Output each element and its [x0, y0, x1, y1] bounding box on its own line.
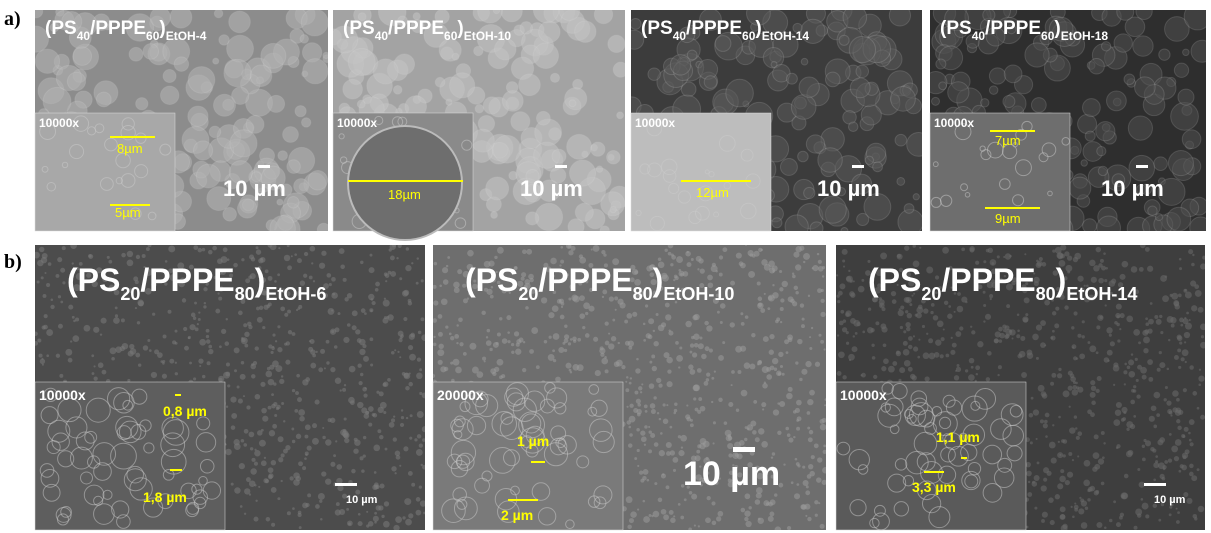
subscript: 40	[972, 29, 986, 43]
title-part: /PPPE	[941, 262, 1035, 298]
micrograph-panel: 20000x 1 µm 2 µm 10 µm (PS20/PPPE80)EtOH-10	[431, 243, 829, 533]
subscript: 80	[235, 284, 255, 304]
scale-bar	[555, 165, 567, 168]
subscript: 20	[921, 284, 941, 304]
scale-bar	[335, 483, 357, 486]
title-part: (PS	[940, 18, 972, 39]
title-part: (PS	[465, 262, 518, 298]
figure: a)10000x8µm5µm10 µm(PS40/PPPE60)EtOH-410…	[0, 0, 1211, 533]
title-part: (PS	[45, 18, 77, 39]
magnification: 10000x	[39, 387, 86, 403]
measurement-label: 1,8 µm	[143, 489, 187, 505]
subscript: 40	[673, 29, 687, 43]
scale-bar	[852, 165, 864, 168]
title-part: /PPPE	[388, 18, 444, 39]
title-part: /PPPE	[985, 18, 1041, 39]
subscript: 20	[518, 284, 538, 304]
inset	[836, 382, 1026, 530]
measurement-label: 1,1 µm	[936, 429, 980, 445]
micrograph-panel: 10000x8µm5µm10 µm(PS40/PPPE60)EtOH-4	[22, 5, 330, 242]
panel-label: b)	[4, 251, 22, 273]
subscript: 40	[375, 29, 389, 43]
scale-bar-label: 10 µm	[346, 494, 378, 506]
title-part: (PS	[67, 262, 120, 298]
measurement-label: 2 µm	[501, 507, 533, 523]
subscript: 60	[146, 29, 160, 43]
title-part: )	[255, 262, 266, 298]
subscript: EtOH-14	[1066, 284, 1137, 304]
magnification: 20000x	[437, 387, 484, 403]
panel-label: a)	[4, 8, 21, 30]
subscript: 80	[633, 284, 653, 304]
measurement-label: 7µm	[995, 133, 1021, 148]
scale-bar	[258, 165, 270, 168]
measurement-label: 3,3 µm	[912, 479, 956, 495]
measurement-label: 18µm	[388, 187, 421, 202]
measurement-label: 8µm	[117, 141, 143, 156]
micrograph-panel: 10000x 1,1 µm 3,3 µm 10 µm (PS20/PPPE80)EtOH…	[834, 243, 1207, 532]
subscript: 60	[742, 29, 756, 43]
scale-bar-label: 10 µm	[223, 176, 286, 201]
subscript: EtOH-4	[166, 29, 207, 43]
measurement-label: 0,8 µm	[163, 403, 207, 419]
title-part: /PPPE	[538, 262, 632, 298]
title-part: (PS	[868, 262, 921, 298]
subscript: 60	[1041, 29, 1055, 43]
measurement-label: 12µm	[696, 185, 729, 200]
micrograph-panel: 10000x7µm9µm10 µm(PS40/PPPE60)EtOH-18	[923, 0, 1211, 243]
subscript: 20	[120, 284, 140, 304]
title-part: /PPPE	[90, 18, 146, 39]
scale-bar-label: 10 µm	[817, 176, 880, 201]
scale-bar-label: 10 µm	[520, 176, 583, 201]
subscript: 80	[1036, 284, 1056, 304]
micrograph-panel: 10000x12µm10 µm(PS40/PPPE60)EtOH-14	[623, 0, 931, 238]
micrograph-panel: 10000x 0,8 µm 1,8 µm 10 µm (PS20/PPPE80)EtOH…	[33, 242, 428, 532]
magnification: 10000x	[337, 116, 377, 130]
subscript: 40	[77, 29, 91, 43]
micrograph-panel: 10000x18µm10 µm(PS40/PPPE60)EtOH-10	[325, 0, 630, 240]
title-part: )	[653, 262, 664, 298]
magnification: 10000x	[635, 116, 675, 130]
title-part: /PPPE	[140, 262, 234, 298]
subscript: EtOH-6	[265, 284, 326, 304]
subscript: EtOH-10	[464, 29, 512, 43]
title-part: (PS	[641, 18, 673, 39]
scale-bar-label: 10 µm	[1154, 494, 1186, 506]
magnification: 10000x	[934, 116, 974, 130]
subscript: EtOH-14	[762, 29, 810, 43]
magnification: 10000x	[840, 387, 887, 403]
scale-bar	[1136, 165, 1148, 168]
scale-bar	[733, 447, 755, 452]
inset	[631, 113, 771, 231]
scale-bar	[1144, 483, 1166, 486]
subscript: EtOH-10	[663, 284, 734, 304]
subscript: EtOH-18	[1061, 29, 1109, 43]
measurement-label: 9µm	[995, 211, 1021, 226]
measurement-label: 1 µm	[517, 433, 549, 449]
title-part: )	[1056, 262, 1067, 298]
title-part: (PS	[343, 18, 375, 39]
scale-bar-label: 10 µm	[1101, 176, 1164, 201]
scale-bar-label: 10 µm	[683, 455, 780, 493]
measurement-label: 5µm	[115, 205, 141, 220]
title-part: /PPPE	[686, 18, 742, 39]
subscript: 60	[444, 29, 458, 43]
magnification: 10000x	[39, 116, 79, 130]
